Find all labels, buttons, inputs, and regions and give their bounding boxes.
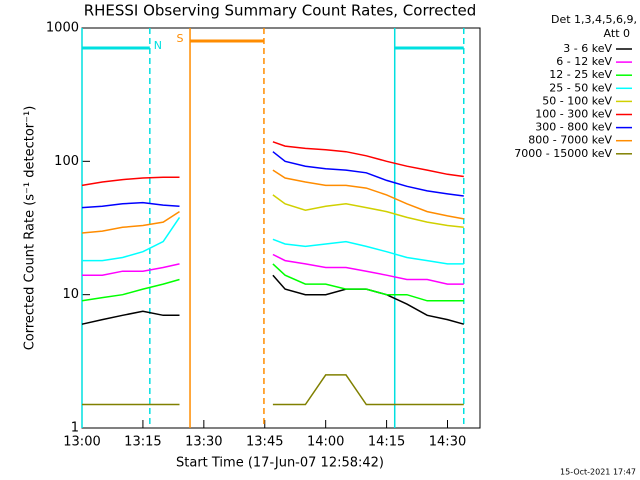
legend-label: 7000 - 15000 keV [514,147,612,160]
series-line [82,216,181,262]
x-tick-label: 13:45 [246,435,283,450]
interval-label: N [154,39,162,52]
plot-frame [81,27,481,429]
x-tick-label: 14:00 [307,435,344,450]
x-tick-label: 14:30 [429,435,466,450]
legend-label: 3 - 6 keV [563,42,612,55]
series-line [81,210,180,234]
interval-label: S [177,32,184,45]
series-line [272,194,464,229]
y-tick-label: 1 [71,421,79,436]
x-tick-label: 14:15 [368,435,405,450]
series-line [272,151,464,197]
legend-label: 50 - 100 keV [542,94,612,107]
series-line [272,374,464,406]
x-axis-label: Start Time (17-Jun-07 12:58:42) [176,456,384,471]
series-line [81,278,180,302]
y-tick-label: 1000 [46,21,79,36]
series-line [82,263,180,276]
x-tick-label: 13:00 [63,435,100,450]
legend-label: 12 - 25 keV [549,68,612,81]
legend-label: 6 - 12 keV [556,55,612,68]
series-line [272,238,464,265]
legend-label: 300 - 800 keV [535,121,612,134]
series-line [81,201,180,209]
series-line [272,169,464,220]
y-tick-label: 10 [62,287,79,302]
legend-label: 25 - 50 keV [549,81,612,94]
chart-title: RHESSI Observing Summary Count Rates, Co… [84,2,477,20]
footer: 15-Oct-2021 17:47 [560,468,636,477]
series-line [272,141,464,178]
legend-label: 800 - 7000 keV [528,134,612,147]
series-line [272,253,464,285]
series-line [81,176,180,187]
x-tick-label: 13:30 [185,435,222,450]
legend-title: Det 1,3,4,5,6,9, [551,13,637,26]
series-line [272,263,464,302]
legend-title: Att 0 [604,27,630,40]
x-tick-label: 13:15 [124,435,161,450]
legend-label: 100 - 300 keV [535,108,612,121]
y-axis-label: Corrected Count Rate (s⁻¹ detector⁻¹) [23,106,38,351]
y-tick-label: 100 [54,154,79,169]
series-line [81,310,180,325]
